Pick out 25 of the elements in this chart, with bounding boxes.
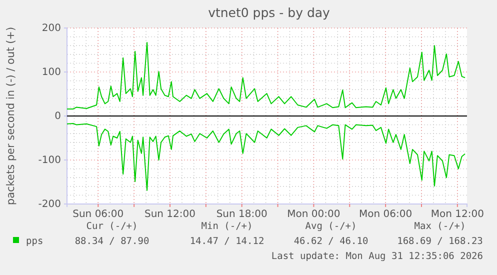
text: 168.69 / 168.23 (397, 236, 483, 247)
y-tick-label: 100 (42, 67, 61, 78)
text: Cur (-/+) (86, 221, 138, 232)
text: Max (-/+) (414, 221, 466, 232)
y-tick-label: -100 (38, 155, 61, 166)
x-tick-label: Mon 00:00 (287, 209, 340, 220)
legend-label: pps (26, 236, 44, 247)
y-tick-label: 0 (54, 111, 61, 122)
line-series (66, 122, 466, 191)
text: 88.34 / 87.90 (74, 236, 150, 247)
text: Min (-/+) (201, 221, 253, 232)
y-tick-label: -200 (38, 199, 61, 210)
x-tick-label: Mon 12:00 (430, 209, 484, 220)
y-axis-title: packets per second in (-) / out (+) (5, 26, 17, 206)
chart-title: vtnet0 pps - by day (208, 5, 331, 20)
text: Last update: Mon Aug 31 12:35:06 2026 (271, 251, 484, 262)
text: 46.62 / 46.10 (294, 236, 368, 247)
x-tick-label: Sun 12:00 (144, 209, 196, 220)
x-tick-label: Mon 06:00 (359, 209, 412, 220)
text: 14.47 / 14.12 (190, 236, 264, 247)
x-tick-label: Sun 06:00 (72, 209, 124, 220)
text: Avg (-/+) (305, 221, 357, 232)
x-tick-label: Sun 18:00 (216, 209, 268, 220)
line-series (66, 42, 466, 110)
y-tick-label: 200 (42, 23, 61, 34)
